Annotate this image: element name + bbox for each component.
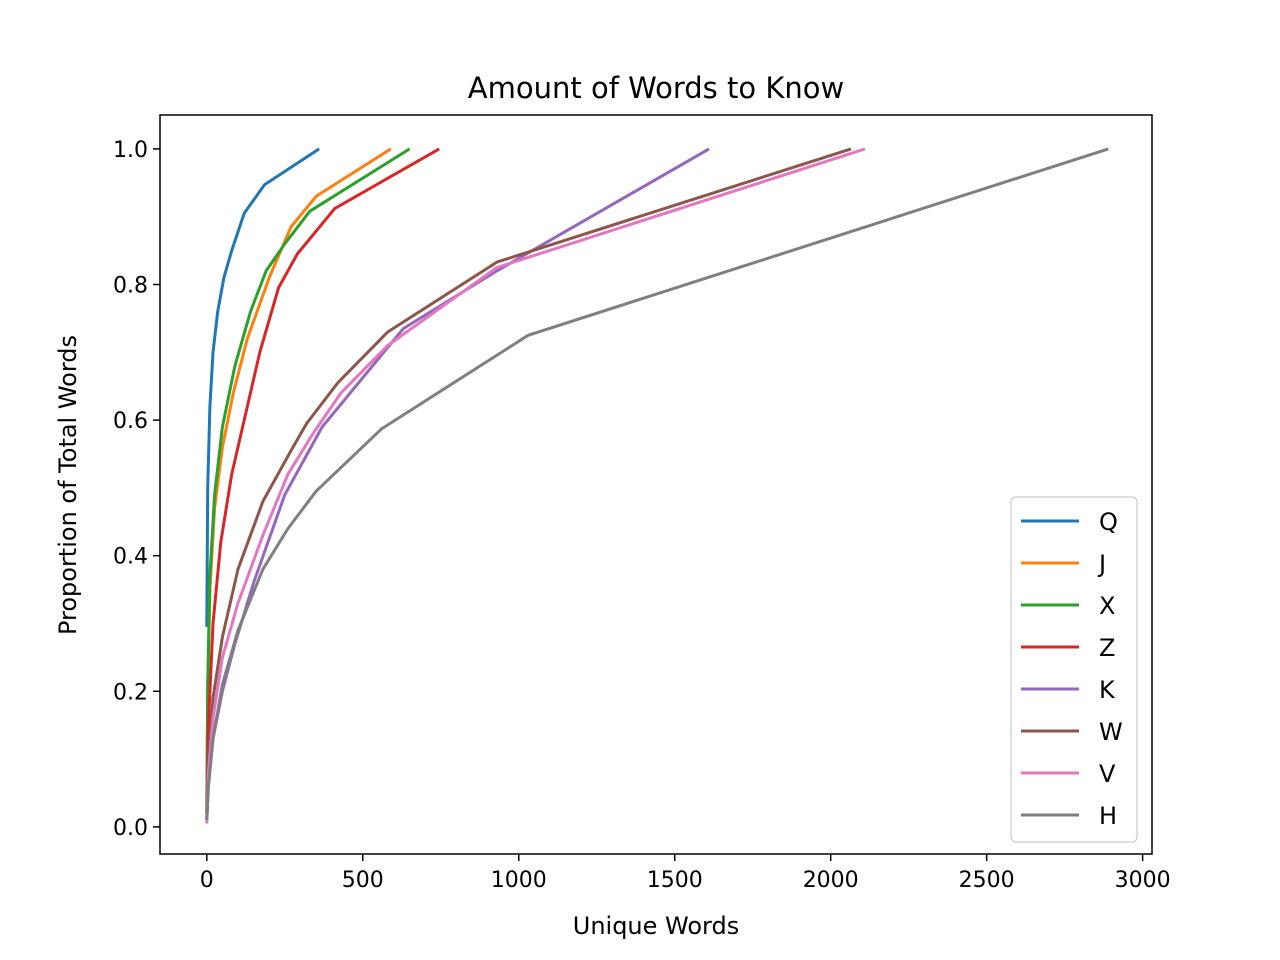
legend-label-q: Q xyxy=(1099,508,1118,536)
y-tick-label: 0.8 xyxy=(113,273,148,298)
x-tick-label: 1000 xyxy=(491,868,547,893)
legend-frame xyxy=(1010,496,1138,843)
legend-label-k: K xyxy=(1099,676,1116,704)
x-tick-label: 500 xyxy=(342,868,384,893)
legend-label-j: J xyxy=(1097,550,1106,578)
x-tick-label: 2500 xyxy=(959,868,1015,893)
series-line-v xyxy=(205,147,866,824)
y-tick-label: 1.0 xyxy=(113,138,148,163)
chart-title: Amount of Words to Know xyxy=(468,71,844,105)
legend-label-w: W xyxy=(1099,718,1123,746)
series-line-z xyxy=(205,147,440,821)
y-axis-ticks: 0.0 0.2 0.4 0.6 0.8 1.0 xyxy=(113,138,160,841)
x-tick-label: 0 xyxy=(200,868,214,893)
x-tick-label: 1500 xyxy=(647,868,703,893)
series-line-q xyxy=(205,147,320,627)
legend-label-z: Z xyxy=(1099,634,1115,662)
y-tick-label: 0.2 xyxy=(113,680,148,705)
y-tick-label: 0.0 xyxy=(113,816,148,841)
series-line-h xyxy=(205,147,1109,821)
legend-label-x: X xyxy=(1099,592,1115,620)
x-tick-label: 2000 xyxy=(803,868,859,893)
plot-frame xyxy=(159,114,1153,855)
legend-label-h: H xyxy=(1099,802,1117,830)
x-axis-label: Unique Words xyxy=(573,912,739,940)
x-axis-ticks: 0 500 1000 1500 2000 2500 3000 xyxy=(200,854,1171,893)
x-tick-label: 3000 xyxy=(1115,868,1171,893)
legend-label-v: V xyxy=(1099,760,1116,788)
y-tick-label: 0.6 xyxy=(113,409,148,434)
series-line-x xyxy=(205,147,411,814)
series-line-j xyxy=(205,147,392,814)
series-layer xyxy=(205,147,1109,824)
y-axis-label: Proportion of Total Words xyxy=(54,335,82,635)
series-line-w xyxy=(205,147,852,814)
y-tick-label: 0.4 xyxy=(113,545,148,570)
